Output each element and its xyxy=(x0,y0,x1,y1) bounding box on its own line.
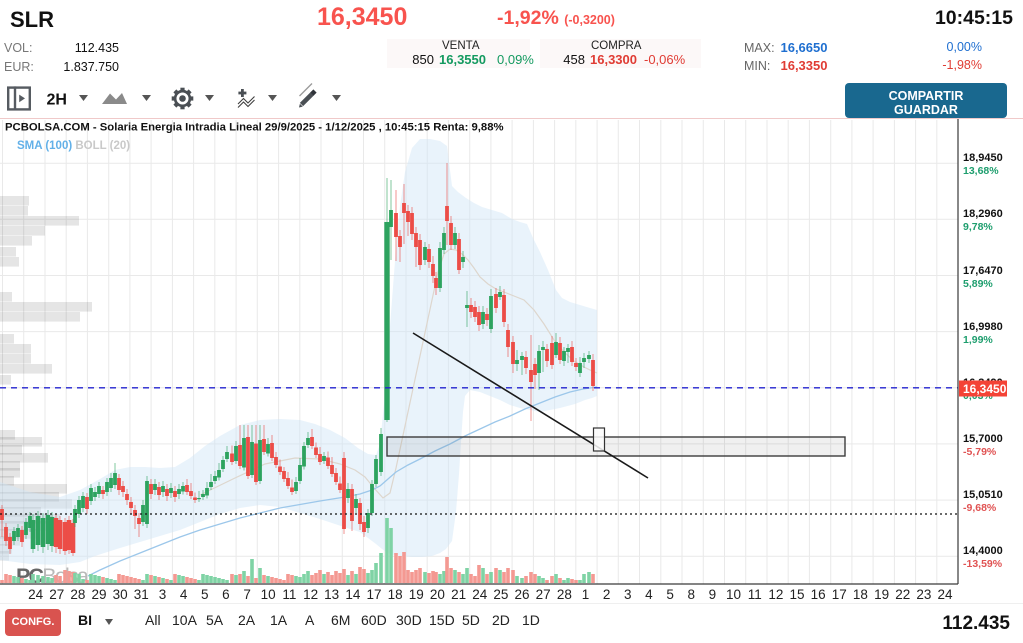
svg-text:17,6470: 17,6470 xyxy=(963,265,1003,277)
svg-text:18,9450: 18,9450 xyxy=(963,152,1003,164)
svg-text:PCBOLSA.COM - Solaria Energia: PCBOLSA.COM - Solaria Energia Intradia L… xyxy=(5,122,504,134)
svg-text:7: 7 xyxy=(243,587,251,602)
svg-text:10: 10 xyxy=(261,587,276,602)
svg-text:20: 20 xyxy=(430,587,445,602)
svg-text:30: 30 xyxy=(113,587,128,602)
svg-text:2H: 2H xyxy=(47,92,67,109)
svg-text:31: 31 xyxy=(134,587,149,602)
svg-text:13: 13 xyxy=(324,587,339,602)
svg-text:28: 28 xyxy=(557,587,572,602)
svg-text:16: 16 xyxy=(811,587,826,602)
svg-text:24: 24 xyxy=(28,587,44,602)
svg-text:5: 5 xyxy=(201,587,209,602)
svg-text:27: 27 xyxy=(49,587,64,602)
svg-text:15: 15 xyxy=(789,587,804,602)
svg-text:26: 26 xyxy=(514,587,529,602)
svg-text:17: 17 xyxy=(832,587,847,602)
svg-text:14,4000: 14,4000 xyxy=(963,545,1003,557)
svg-text:10: 10 xyxy=(726,587,741,602)
svg-text:3: 3 xyxy=(624,587,632,602)
svg-text:18,2960: 18,2960 xyxy=(963,208,1003,220)
svg-text:21: 21 xyxy=(451,587,466,602)
svg-text:16,3450: 16,3450 xyxy=(963,382,1007,396)
svg-text:12: 12 xyxy=(768,587,783,602)
svg-text:19: 19 xyxy=(409,587,424,602)
svg-text:18: 18 xyxy=(388,587,403,602)
svg-text:-13,59%: -13,59% xyxy=(963,558,1003,570)
svg-text:2: 2 xyxy=(603,587,611,602)
svg-text:24: 24 xyxy=(937,587,953,602)
svg-text:4: 4 xyxy=(645,587,653,602)
svg-text:8: 8 xyxy=(687,587,695,602)
svg-text:1: 1 xyxy=(582,587,590,602)
svg-text:25: 25 xyxy=(493,587,508,602)
svg-text:5: 5 xyxy=(666,587,674,602)
svg-text:13,68%: 13,68% xyxy=(963,165,999,177)
svg-text:24: 24 xyxy=(472,587,488,602)
svg-text:29: 29 xyxy=(91,587,106,602)
svg-text:28: 28 xyxy=(70,587,85,602)
svg-text:6: 6 xyxy=(222,587,230,602)
svg-text:12: 12 xyxy=(303,587,318,602)
svg-text:22: 22 xyxy=(895,587,910,602)
svg-text:SMA (100) BOLL (20): SMA (100) BOLL (20) xyxy=(17,140,130,152)
svg-text:19: 19 xyxy=(874,587,889,602)
svg-text:27: 27 xyxy=(536,587,551,602)
svg-text:-5,79%: -5,79% xyxy=(963,446,997,458)
svg-text:3: 3 xyxy=(159,587,167,602)
svg-text:4: 4 xyxy=(180,587,188,602)
svg-text:11: 11 xyxy=(748,587,762,602)
svg-text:16,9980: 16,9980 xyxy=(963,321,1003,333)
svg-text:11: 11 xyxy=(282,587,296,602)
svg-text:15,0510: 15,0510 xyxy=(963,489,1003,501)
svg-text:23: 23 xyxy=(916,587,931,602)
svg-text:-9,68%: -9,68% xyxy=(963,502,997,514)
svg-text:15,7000: 15,7000 xyxy=(963,433,1003,445)
svg-text:9: 9 xyxy=(709,587,717,602)
svg-text:17: 17 xyxy=(366,587,381,602)
svg-text:18: 18 xyxy=(853,587,868,602)
svg-text:14: 14 xyxy=(345,587,361,602)
svg-text:5,89%: 5,89% xyxy=(963,278,993,290)
svg-text:9,78%: 9,78% xyxy=(963,221,993,233)
svg-text:1,99%: 1,99% xyxy=(963,334,993,346)
